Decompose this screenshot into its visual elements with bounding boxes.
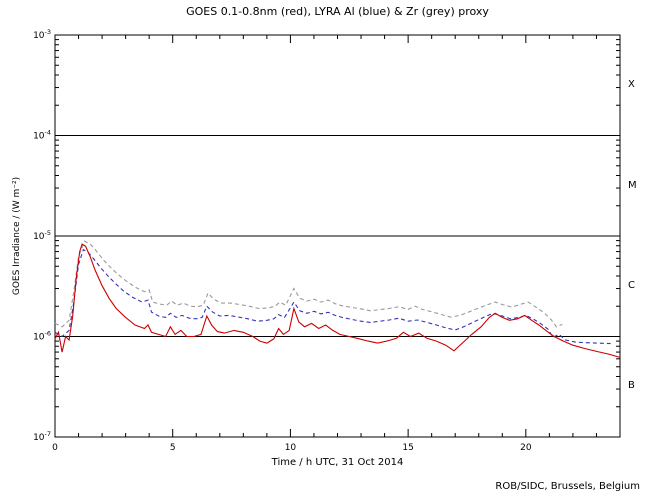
y-tick-label: 10-6 — [33, 330, 51, 343]
credit-text: ROB/SIDC, Brussels, Belgium — [495, 481, 640, 492]
flare-class-label-c: C — [628, 280, 635, 291]
x-axis-label: Time / h UTC, 31 Oct 2014 — [271, 457, 404, 468]
chart-title: GOES 0.1-0.8nm (red), LYRA Al (blue) & Z… — [186, 5, 489, 18]
series-lyra-zr-proxy — [54, 240, 563, 328]
x-tick-label: 15 — [402, 443, 413, 453]
x-tick-label: 5 — [170, 443, 176, 453]
y-tick-label: 10-3 — [33, 28, 51, 41]
flare-class-label-m: M — [628, 180, 637, 191]
y-axis-label: GOES Irradiance / (W m⁻²) — [12, 176, 22, 296]
x-tick-label: 20 — [520, 443, 532, 453]
x-tick-label: 10 — [285, 443, 297, 453]
series-lyra-al-proxy — [54, 248, 611, 345]
y-tick-label: 10-5 — [33, 229, 51, 242]
y-tick-label: 10-4 — [33, 129, 51, 142]
series-goes-0-1-0-8nm — [54, 243, 621, 358]
flare-class-label-b: B — [628, 380, 635, 391]
flare-class-label-x: X — [628, 79, 635, 90]
y-tick-label: 10-7 — [33, 430, 51, 443]
x-tick-label: 0 — [52, 443, 58, 453]
